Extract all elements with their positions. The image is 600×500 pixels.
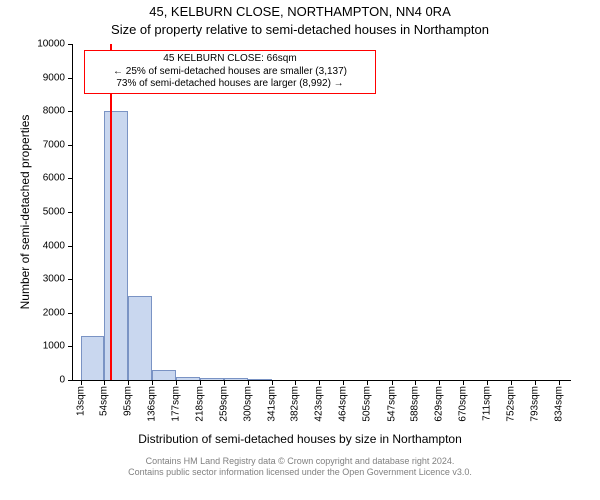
x-tick-label: 547sqm: [386, 386, 397, 422]
x-tick-label: 464sqm: [338, 386, 349, 422]
y-axis-label: Number of semi-detached properties: [18, 115, 32, 310]
x-tick: [487, 380, 488, 385]
y-tick-label: 9000: [43, 72, 73, 83]
chart-title-line2: Size of property relative to semi-detach…: [0, 22, 600, 37]
annotation-box: 45 KELBURN CLOSE: 66sqm ← 25% of semi-de…: [84, 50, 376, 94]
x-tick: [535, 380, 536, 385]
footer-line-1: Contains HM Land Registry data © Crown c…: [0, 456, 600, 467]
x-tick-label: 13sqm: [75, 386, 86, 416]
x-tick-label: 423sqm: [314, 386, 325, 422]
x-axis-label: Distribution of semi-detached houses by …: [0, 432, 600, 446]
x-tick-label: 793sqm: [529, 386, 540, 422]
x-tick-label: 382sqm: [290, 386, 301, 422]
x-tick-label: 300sqm: [242, 386, 253, 422]
annotation-line-2: ← 25% of semi-detached houses are smalle…: [91, 66, 369, 79]
histogram-bar: [248, 379, 272, 380]
x-tick: [104, 380, 105, 385]
histogram-bar: [224, 378, 248, 380]
x-tick-label: 505sqm: [362, 386, 373, 422]
x-tick-label: 834sqm: [553, 386, 564, 422]
y-tick-label: 1000: [43, 341, 73, 352]
y-tick-label: 0: [59, 375, 73, 386]
x-tick-label: 629sqm: [434, 386, 445, 422]
histogram-bar: [152, 370, 176, 380]
y-tick-label: 2000: [43, 307, 73, 318]
x-tick-label: 218sqm: [194, 386, 205, 422]
x-tick-label: 259sqm: [218, 386, 229, 422]
x-tick: [176, 380, 177, 385]
y-tick-label: 4000: [43, 240, 73, 251]
histogram-bar: [200, 378, 224, 380]
x-tick: [81, 380, 82, 385]
x-tick: [272, 380, 273, 385]
annotation-line-1: 45 KELBURN CLOSE: 66sqm: [91, 53, 369, 66]
x-tick: [224, 380, 225, 385]
x-tick: [248, 380, 249, 385]
chart-container: { "titles": { "line1": "45, KELBURN CLOS…: [0, 0, 600, 500]
x-tick: [367, 380, 368, 385]
footer-line-2: Contains public sector information licen…: [0, 467, 600, 478]
x-tick: [392, 380, 393, 385]
y-tick-label: 7000: [43, 139, 73, 150]
x-tick: [559, 380, 560, 385]
x-tick: [152, 380, 153, 385]
x-tick-label: 54sqm: [99, 386, 110, 416]
y-tick-label: 3000: [43, 274, 73, 285]
y-tick-label: 8000: [43, 106, 73, 117]
histogram-bar: [104, 111, 128, 380]
x-tick: [319, 380, 320, 385]
x-tick: [511, 380, 512, 385]
x-tick: [463, 380, 464, 385]
x-tick: [343, 380, 344, 385]
chart-title-line1: 45, KELBURN CLOSE, NORTHAMPTON, NN4 0RA: [0, 4, 600, 19]
y-tick-label: 10000: [37, 39, 73, 50]
plot-area: 0100020003000400050006000700080009000100…: [72, 44, 571, 381]
x-tick-label: 95sqm: [123, 386, 134, 416]
x-tick: [295, 380, 296, 385]
property-marker-line: [110, 44, 112, 380]
x-tick-label: 177sqm: [171, 386, 182, 422]
histogram-bar: [81, 336, 105, 380]
x-tick-label: 670sqm: [458, 386, 469, 422]
footer-attribution: Contains HM Land Registry data © Crown c…: [0, 456, 600, 479]
x-tick: [439, 380, 440, 385]
x-tick-label: 752sqm: [506, 386, 517, 422]
y-tick-label: 5000: [43, 207, 73, 218]
histogram-bar: [176, 377, 200, 380]
x-tick-label: 341sqm: [266, 386, 277, 422]
x-tick: [200, 380, 201, 385]
x-tick-label: 711sqm: [482, 386, 493, 421]
histogram-bar: [128, 296, 152, 380]
x-tick: [128, 380, 129, 385]
annotation-line-3: 73% of semi-detached houses are larger (…: [91, 78, 369, 91]
y-tick-label: 6000: [43, 173, 73, 184]
x-tick-label: 588sqm: [410, 386, 421, 422]
x-tick: [415, 380, 416, 385]
x-tick-label: 136sqm: [147, 386, 158, 422]
